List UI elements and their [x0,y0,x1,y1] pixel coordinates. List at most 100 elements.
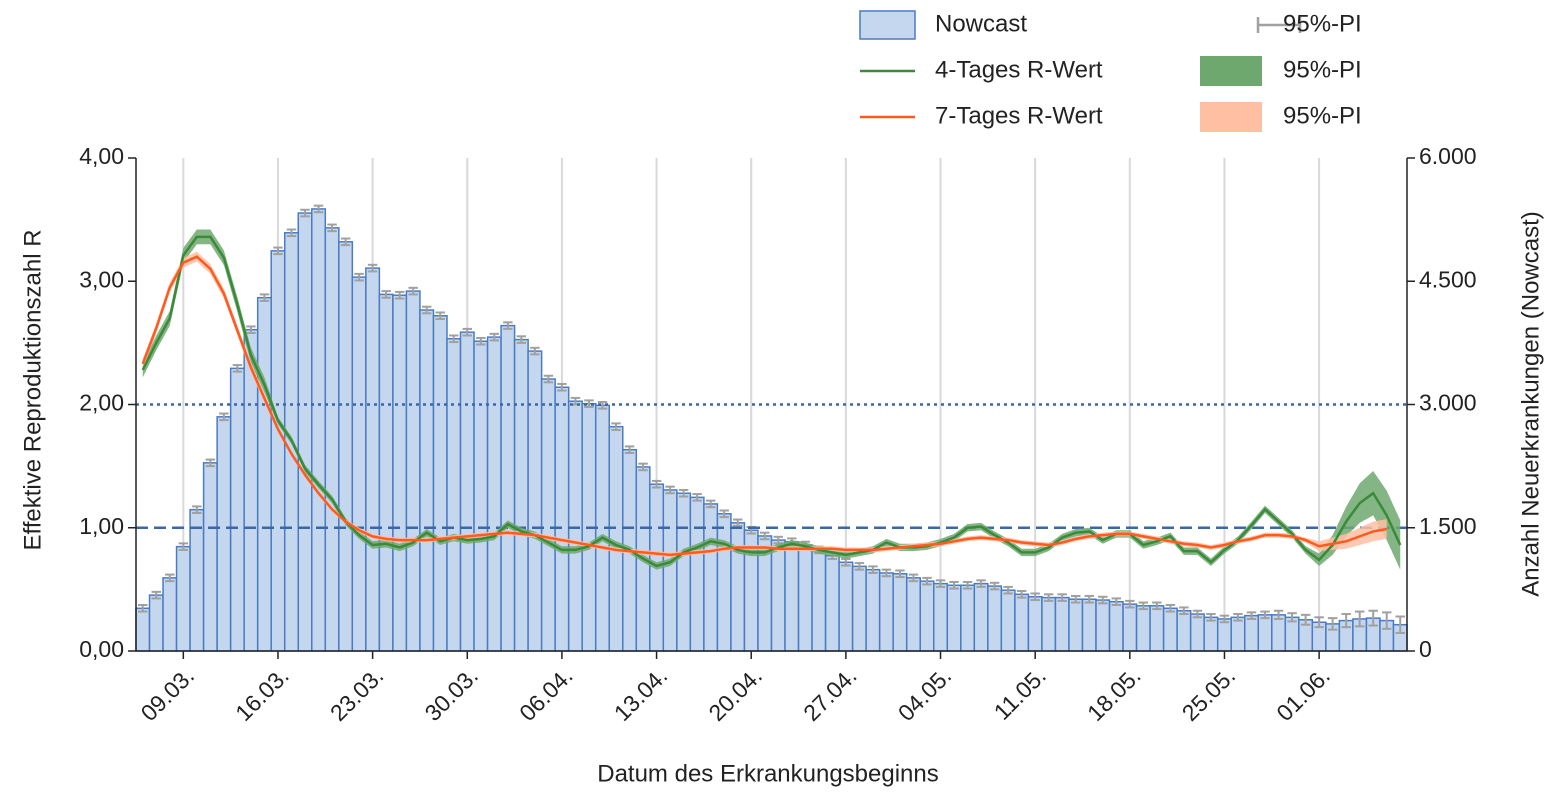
bar [1257,614,1273,652]
bar [838,561,854,652]
error-bar [1098,595,1108,605]
error-bar [989,581,1000,591]
error-bar [1206,613,1216,622]
bar [784,540,800,652]
error-bar [1003,585,1013,595]
y-tick-label: 3,00 [79,266,124,292]
bar [1149,605,1165,652]
y-tick-label: 0,00 [79,636,124,662]
bar [1027,596,1043,652]
bar [1054,596,1070,652]
error-bar [1327,617,1338,631]
x-tick-label: 09.03. [136,662,200,726]
bar [270,250,286,652]
x-tick-label: 06.04. [514,662,578,726]
error-bar [219,412,229,422]
bar [256,296,272,652]
bar [987,585,1003,652]
error-bar [1233,613,1243,622]
bar [473,340,489,652]
y2-tick-label: 3.000 [1419,390,1477,416]
error-bar [611,422,621,431]
error-bar [273,246,283,256]
error-bar [232,364,243,373]
x-tick-label: 27.04. [798,662,862,726]
error-bar [246,325,256,335]
bar [878,572,894,652]
bar [135,607,151,652]
x-tick-label: 30.03. [419,662,483,726]
error-bar [462,327,473,337]
bar [1162,607,1178,652]
bar [419,309,435,652]
error-bar [584,399,594,408]
error-bar [192,505,202,514]
error-bar [1016,590,1027,599]
error-bar [705,499,716,509]
y2-tick-label: 6.000 [1419,143,1477,169]
error-bar [651,479,662,489]
legend-label: 7-Tages R-Wert [935,102,1103,129]
legend-label: 95%-PI [1283,56,1362,83]
error-bar [1165,603,1176,613]
bar [851,565,867,652]
error-bar [868,565,878,574]
error-bar [300,208,310,218]
error-bar [1314,616,1324,629]
error-bar [665,485,675,495]
bar [500,324,516,652]
error-bar [854,562,865,571]
bar [1203,616,1219,652]
error-bar [1341,613,1351,629]
bar [1095,599,1111,652]
error-bar [624,445,635,454]
error-bar [394,290,405,300]
error-bar [760,531,770,541]
error-bar [178,542,189,551]
error-bar [1260,610,1270,620]
x-tick-label: 20.04. [703,662,767,726]
error-bar [1070,594,1081,604]
bar [1081,598,1097,652]
error-bar [908,573,919,583]
legend-label: 95%-PI [1283,10,1362,37]
error-bar [557,382,567,392]
legend-swatch [1200,102,1262,132]
bar [716,513,732,652]
bar [324,227,340,652]
y2-axis-title: Anzahl Neuerkrankungen (Nowcast) [1517,211,1544,597]
bar [175,545,191,652]
error-bar [1368,609,1378,627]
error-bar [1192,609,1203,619]
error-bar [165,573,175,583]
bar [703,503,719,652]
bar [202,462,218,652]
bar [486,336,502,652]
error-bar [503,321,513,330]
error-bar [732,518,743,528]
bar [1135,605,1151,652]
error-bar [435,311,445,321]
bar [960,584,976,652]
line [141,235,1402,568]
error-bar [1246,611,1257,620]
x-axis-title: Datum des Erkrankungsbeginns [597,760,939,787]
bar [1176,609,1192,652]
bar [459,331,475,652]
error-bar [841,557,851,567]
error-bar [935,579,946,588]
error-bar [1138,601,1149,611]
y2-tick-label: 1.500 [1419,513,1477,539]
legend-label: 4-Tages R-Wert [935,56,1103,83]
error-bar [151,590,162,600]
error-bar [1152,601,1162,611]
bar [689,496,705,652]
bar [1108,600,1124,652]
error-bar [976,579,986,588]
error-bar [1381,611,1392,630]
bar [297,212,313,652]
error-bar [1287,612,1297,623]
bar [973,582,989,652]
error-bar [692,493,702,502]
error-bar [530,346,540,356]
